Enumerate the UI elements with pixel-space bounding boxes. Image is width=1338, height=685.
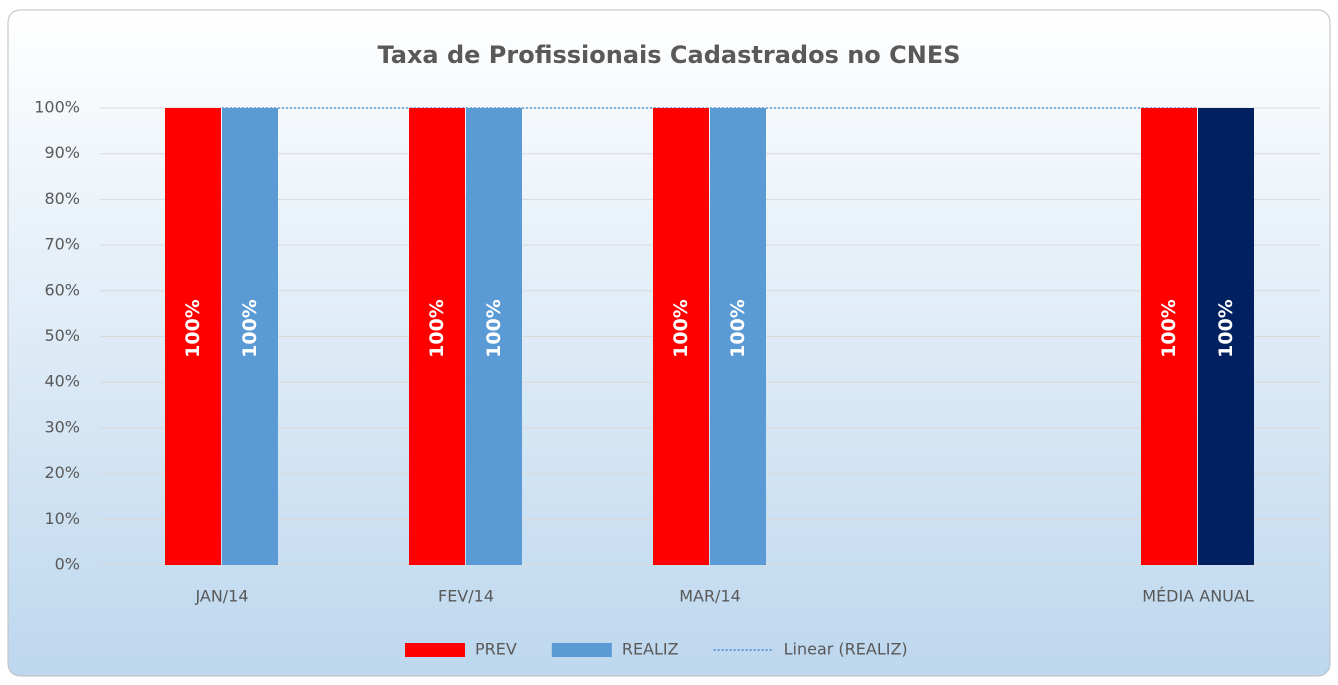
legend-item: Linear (REALIZ)	[713, 640, 908, 659]
data-label: 100%	[426, 299, 448, 358]
bar	[222, 108, 278, 565]
data-label: 100%	[1158, 299, 1180, 358]
data-label: 100%	[727, 299, 749, 358]
legend-swatch	[551, 643, 612, 657]
y-tick-label: 80%	[44, 189, 80, 208]
y-tick-label: 100%	[34, 98, 80, 117]
x-tick-label: JAN/14	[194, 587, 248, 606]
x-tick-label: MÉDIA ANUAL	[1142, 587, 1254, 606]
bar	[409, 108, 465, 565]
legend-label: Linear (REALIZ)	[784, 640, 908, 659]
y-tick-label: 40%	[44, 372, 80, 391]
bar	[710, 108, 766, 565]
data-label: 100%	[483, 299, 505, 358]
y-tick-label: 50%	[44, 326, 80, 345]
legend-item: REALIZ	[551, 640, 679, 659]
bar	[1141, 108, 1197, 565]
legend-swatch	[405, 643, 465, 657]
y-tick-label: 90%	[44, 143, 80, 162]
data-label: 100%	[1215, 299, 1237, 358]
bar	[653, 108, 709, 565]
bar	[466, 108, 522, 565]
x-tick-label: MAR/14	[679, 587, 741, 606]
data-label: 100%	[670, 299, 692, 358]
y-tick-label: 10%	[44, 509, 80, 528]
legend-item: PREV	[405, 640, 517, 659]
y-tick-label: 20%	[44, 463, 80, 482]
legend-label: PREV	[475, 640, 517, 659]
y-tick-label: 0%	[55, 555, 80, 574]
y-tick-label: 30%	[44, 417, 80, 436]
data-label: 100%	[182, 299, 204, 358]
legend-label: REALIZ	[622, 640, 679, 659]
bar	[165, 108, 221, 565]
x-tick-label: FEV/14	[438, 587, 494, 606]
y-tick-label: 60%	[44, 280, 80, 299]
bar	[1198, 108, 1254, 565]
data-label: 100%	[239, 299, 261, 358]
y-tick-label: 70%	[44, 235, 80, 254]
chart-title: Taxa de Profissionais Cadastrados no CNE…	[377, 41, 960, 69]
